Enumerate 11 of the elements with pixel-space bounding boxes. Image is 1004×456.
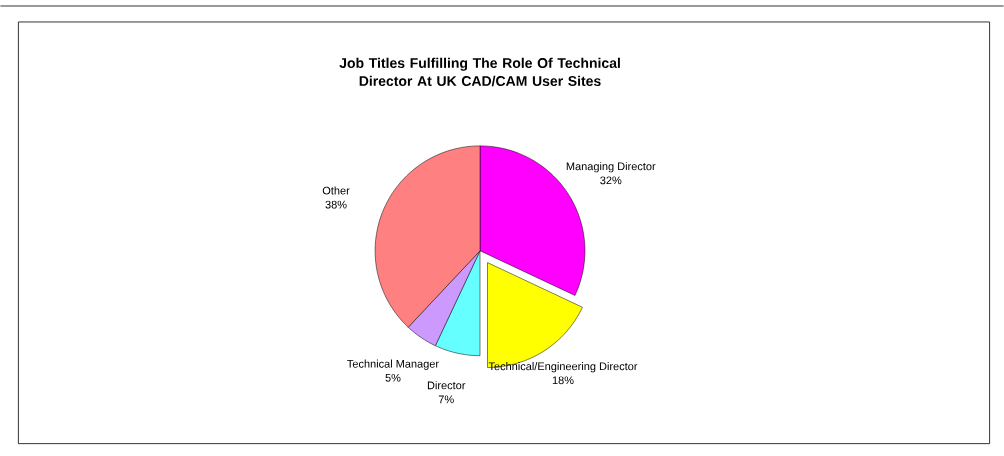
- slice-label: Managing Director: [566, 162, 656, 173]
- slice-label: Other: [322, 186, 350, 195]
- data-label: 38%: [325, 200, 347, 209]
- chart-title: Job Titles Fulfilling The Role Of Technical Director At UK CAD/CAM User Sites: [339, 57, 620, 87]
- data-label: 32%: [600, 176, 622, 185]
- slice-label: Technical Manager: [347, 359, 439, 371]
- data-label: 5%: [385, 374, 401, 382]
- slice-label: Technical/Engineering Director: [488, 362, 638, 373]
- slice-label: Director: [427, 381, 466, 390]
- data-label: 18%: [552, 376, 574, 385]
- data-label: 7%: [438, 395, 454, 404]
